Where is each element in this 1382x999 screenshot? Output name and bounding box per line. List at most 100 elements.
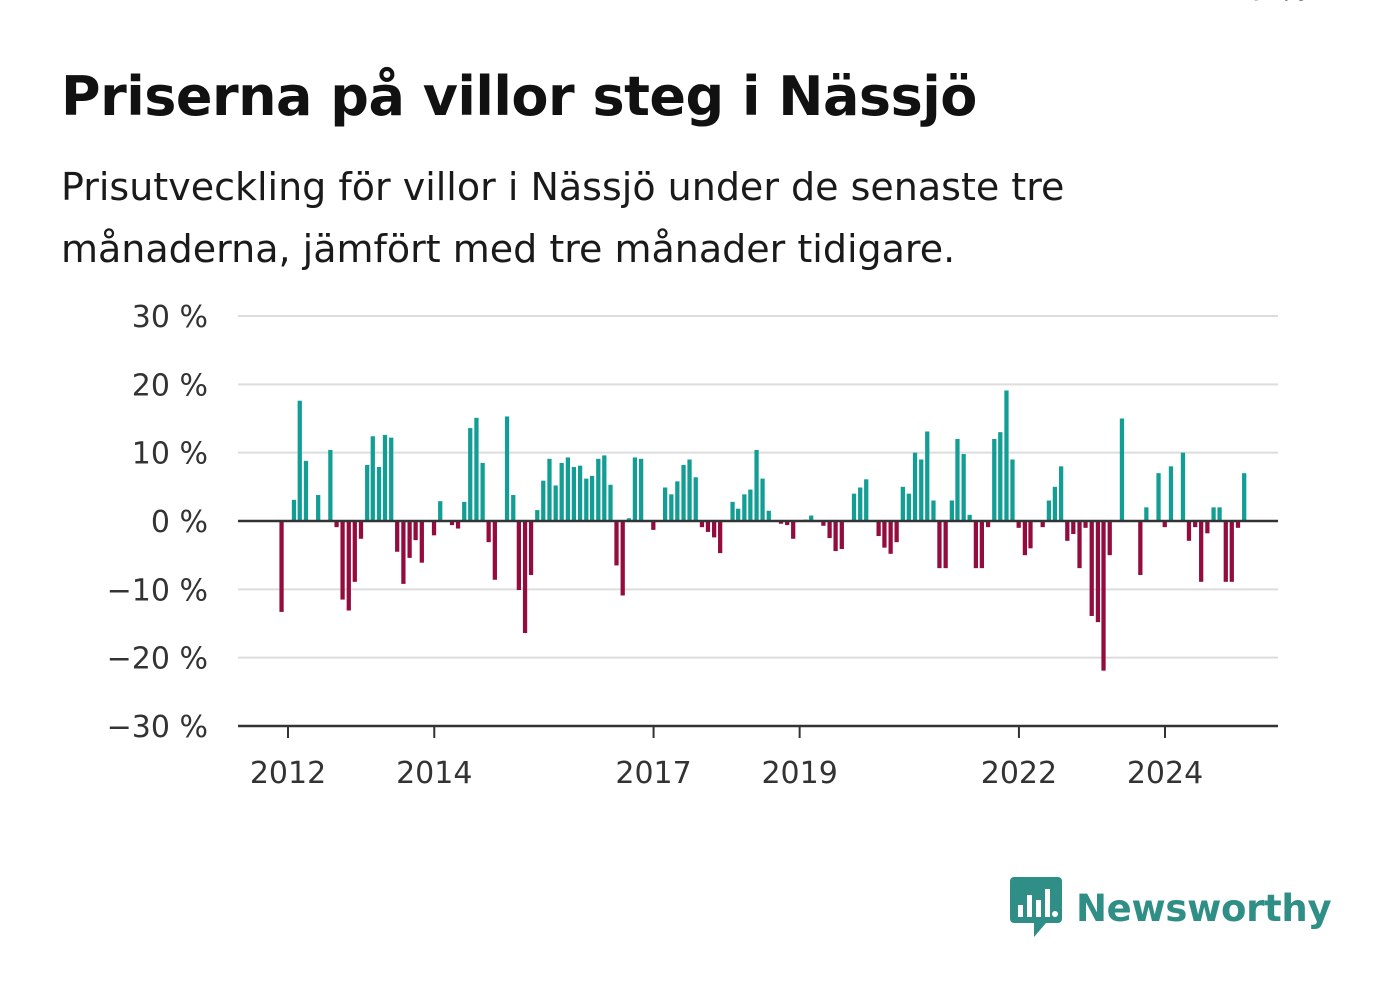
bar: [559, 462, 564, 521]
bar: [851, 493, 857, 521]
bar: [888, 521, 893, 554]
bar: [297, 400, 302, 521]
bar: [638, 458, 644, 521]
bar: [474, 417, 479, 521]
bar: [389, 437, 394, 521]
bar: [407, 521, 412, 558]
bar: [992, 439, 997, 521]
bar: [906, 493, 911, 521]
bar: [401, 521, 406, 584]
bar: [1089, 521, 1094, 616]
bar: [1211, 507, 1216, 521]
last-value-label: 7 %: [1249, 0, 1308, 8]
bar: [352, 521, 357, 582]
bar: [1235, 521, 1241, 528]
bar: [1119, 418, 1125, 521]
bar: [1180, 452, 1186, 521]
bar: [584, 478, 589, 521]
bar: [632, 457, 638, 521]
y-tick-label: −30 %: [107, 710, 208, 745]
bar: [1217, 507, 1222, 521]
bar: [663, 487, 668, 521]
bar: [949, 500, 954, 521]
bar: [1205, 521, 1210, 534]
bar: [693, 477, 698, 521]
bar: [864, 479, 869, 521]
bar: [370, 436, 375, 521]
bar: [718, 521, 723, 554]
bar: [553, 485, 558, 521]
x-tick-label: 2024: [1127, 756, 1203, 791]
x-axis-ticks: 2012 2014 2017 2019 2022 2024: [250, 726, 1203, 791]
bar: [1058, 466, 1064, 521]
bar: [1168, 466, 1174, 521]
bar: [413, 521, 418, 541]
bar: [748, 489, 753, 521]
bar: [955, 439, 960, 521]
bar: [1004, 390, 1009, 521]
bar: [571, 467, 577, 521]
bar: [596, 458, 601, 521]
bar: [791, 521, 796, 539]
bar: [626, 518, 632, 521]
bar: [419, 521, 424, 563]
bar: [821, 521, 826, 526]
bar: [943, 521, 948, 569]
bar: [912, 452, 918, 521]
x-tick-label: 2019: [761, 756, 837, 791]
bar: [528, 521, 534, 575]
y-tick-label: 0 %: [151, 505, 208, 540]
bar: [833, 521, 838, 552]
bar: [961, 454, 966, 521]
bar: [1040, 521, 1045, 528]
x-tick-label: 2022: [981, 756, 1057, 791]
bar: [608, 484, 613, 521]
bar: [565, 457, 571, 521]
bar: [382, 434, 388, 521]
bar: [1138, 521, 1143, 575]
bar: [1186, 521, 1192, 541]
y-tick-label: −20 %: [107, 642, 208, 677]
bar: [1144, 507, 1149, 521]
bar: [291, 499, 297, 521]
bar: [535, 510, 540, 521]
bar: [919, 459, 924, 521]
brand-logo: Newsworthy: [1010, 877, 1332, 938]
bar: [1101, 521, 1106, 671]
chart-subtitle: Prisutveckling för villor i Nässjö under…: [61, 165, 1065, 271]
bar: [900, 486, 905, 521]
bar-series: [279, 390, 1247, 671]
y-tick-label: 30 %: [132, 300, 208, 335]
bar: [1022, 521, 1028, 556]
bar: [712, 521, 717, 538]
bar: [602, 455, 607, 521]
bar: [395, 521, 400, 552]
bar: [449, 521, 455, 526]
bar: [882, 521, 887, 548]
bar: [760, 478, 765, 521]
bar: [925, 431, 930, 521]
y-axis-ticks: 30 % 20 % 10 % 0 % −10 % −20 % −30 %: [107, 300, 208, 745]
bar: [699, 521, 705, 528]
brand-name: Newsworthy: [1076, 886, 1332, 930]
x-tick-label: 2012: [250, 756, 326, 791]
bar: [614, 521, 619, 566]
bar: [967, 514, 972, 521]
bar: [303, 460, 309, 521]
bar: [809, 515, 814, 521]
bar: [480, 462, 485, 521]
bar: [1193, 521, 1198, 528]
bar: [687, 459, 692, 521]
bar: [547, 458, 552, 521]
bar: [985, 521, 991, 528]
bar: [894, 521, 899, 543]
bar: [365, 464, 370, 521]
bar: [742, 494, 747, 521]
bar: [516, 521, 521, 591]
bar: [522, 521, 528, 634]
bar: [346, 521, 351, 611]
bar: [358, 521, 364, 539]
bar: [827, 521, 832, 539]
bar: [754, 449, 759, 521]
bar: [511, 495, 516, 521]
